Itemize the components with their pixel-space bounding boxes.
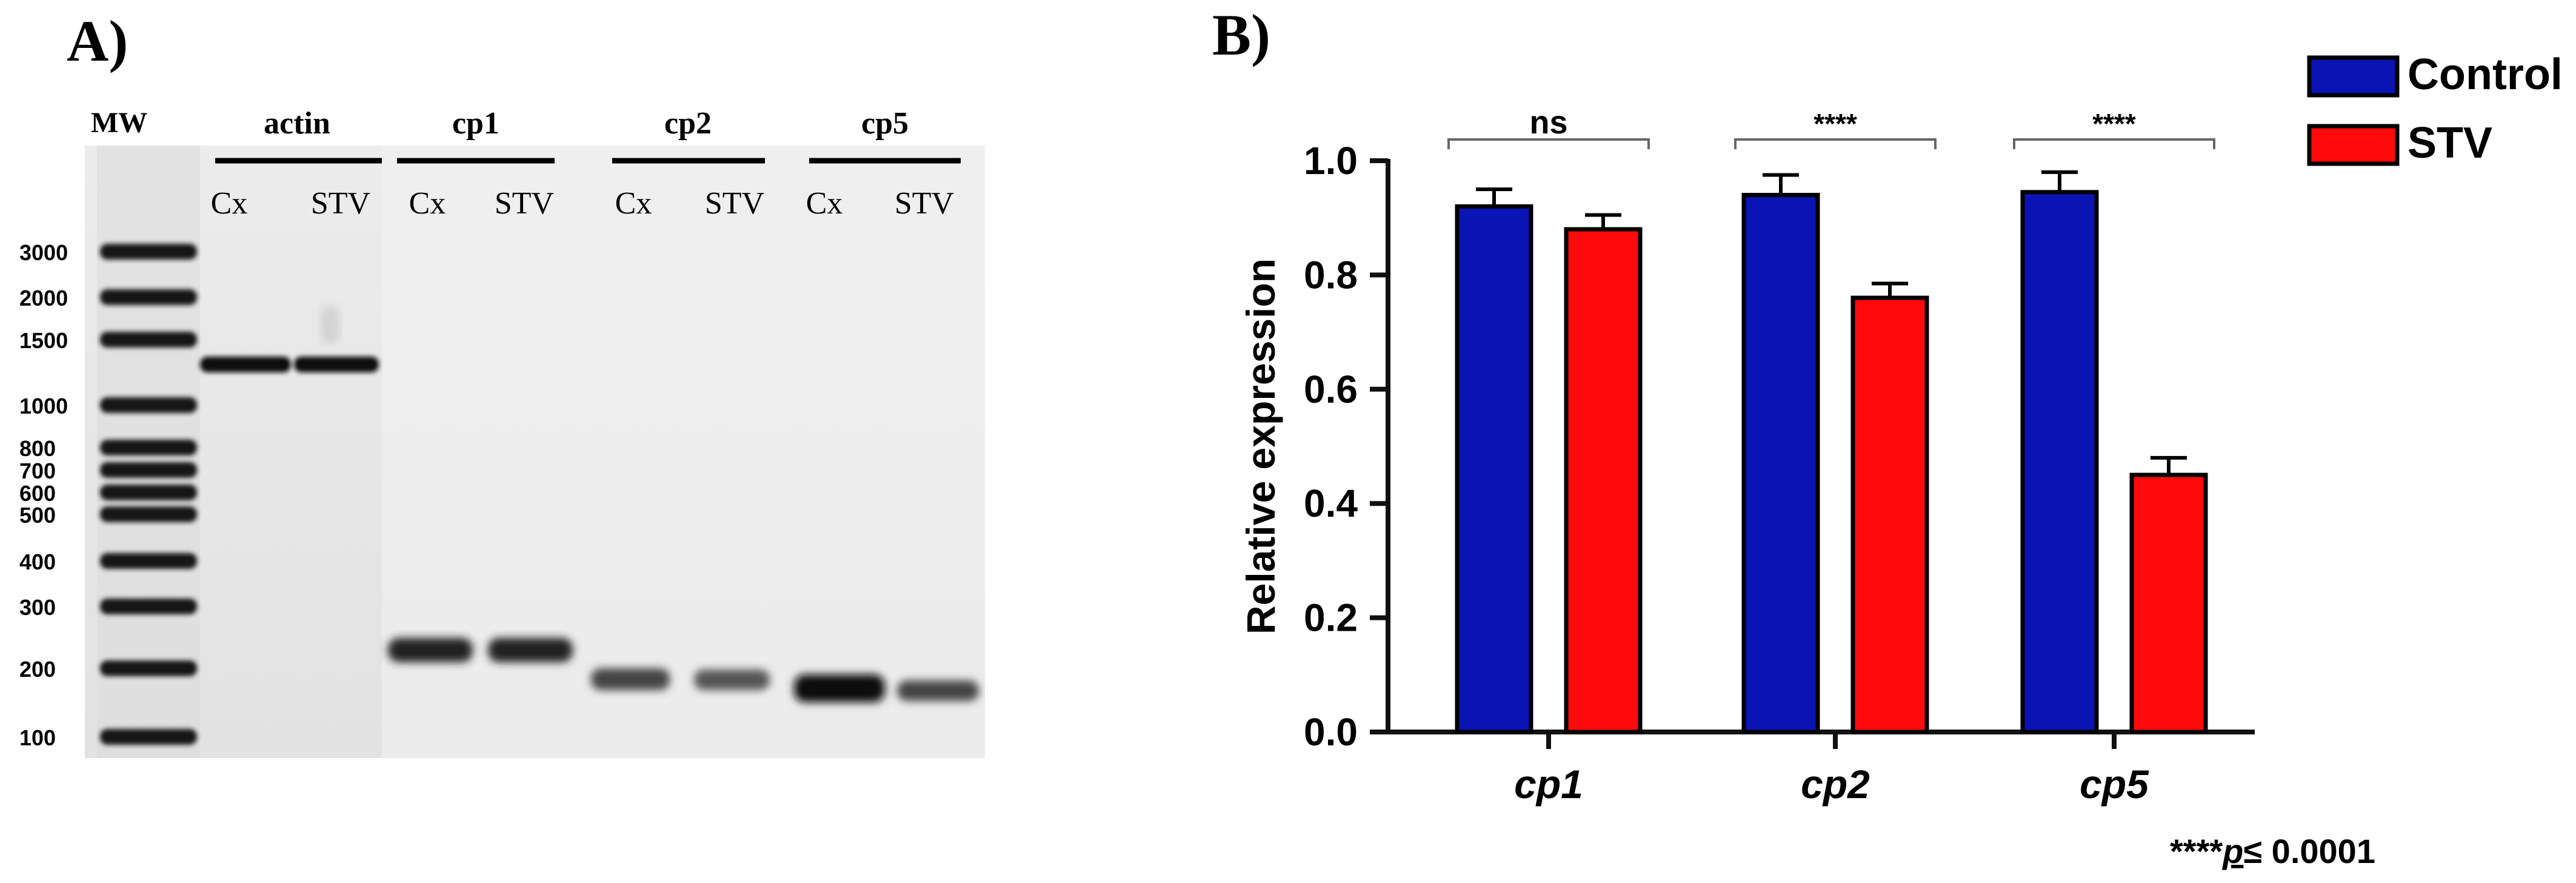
gel-band-cp2-stv [694,670,770,690]
panel-a-label: A) [67,8,128,73]
y-tick-label: 1.0 [1304,139,1358,183]
y-tick-label: 0.2 [1304,596,1358,640]
bar-control-cp1 [1455,204,1533,734]
gel-band-cp1-cx [388,638,473,662]
y-tick-label: 0.4 [1304,482,1358,525]
significance-bracket [2013,138,2215,149]
gel-smear-actin-stv [321,306,339,343]
legend-label-control: Control [2407,50,2563,99]
bar-control-cp2 [1741,193,1820,734]
mw-ladder-band [100,599,197,614]
significance-label: **** [2092,108,2136,139]
mw-marker-label: 600 [19,481,56,506]
gene-header-actin: actin [264,106,330,141]
mw-marker-label: 700 [19,458,56,483]
gel-bands [200,306,979,702]
mw-ladder-band [100,244,197,260]
lane-label: Cx [409,186,446,221]
mw-ladder-band [100,553,197,569]
mw-marker-label: 500 [19,503,56,528]
significance-label: **** [1814,108,1857,139]
mw-ladder-band [100,506,197,522]
mw-ladder-band [100,462,197,478]
legend-swatch-control [2307,55,2400,98]
mw-marker-label: 2000 [19,286,68,311]
gene-header-cp5: cp5 [861,106,909,141]
footnote-threshold: ≤ 0.0001 [2243,832,2375,870]
gene-header-cp1: cp1 [452,106,499,141]
significance-label: ns [1529,104,1567,141]
mw-marker-label: 100 [19,725,56,750]
gel-band-actin-cx [200,357,291,372]
significance-footnote: ****p≤ 0.0001 [2170,832,2375,870]
lane-label: STV [895,186,954,221]
significance-bracket [1447,138,1650,149]
legend-swatch-stv [2307,124,2400,166]
lane-label: Cx [211,186,248,221]
gel-band-cp5-cx [794,674,885,702]
bar-stv-cp2 [1850,295,1929,734]
significance-bracket [1734,138,1937,149]
bar-stv-cp5 [2129,472,2208,734]
mw-marker-label: 3000 [19,240,68,265]
y-tick-label: 0.0 [1304,710,1358,754]
mw-marker-label: 200 [19,657,56,682]
mw-marker-label: 1500 [19,328,68,353]
bar-control-cp5 [2020,190,2099,734]
mw-marker-label: 300 [19,595,56,620]
y-tick-label: 0.6 [1304,368,1358,411]
mw-ladder-band [100,440,197,455]
gel-band-cp5-stv [897,680,979,701]
gel-band-cp1-stv [488,638,573,662]
lane-label: Cx [615,186,652,221]
lane-label: STV [495,186,554,221]
gene-groups: actin Cx STV cp1 Cx STV cp2 Cx STV cp5 Cx STV [211,106,961,221]
gel-lighter-region [382,146,985,758]
mw-ladder-band [100,397,197,413]
legend-label-stv: STV [2407,119,2492,167]
x-tick-label-cp5: cp5 [2080,762,2149,807]
mw-ladder-band [100,485,197,500]
chart-legend: Control STV [2307,50,2563,167]
mw-ladder-band [100,289,197,305]
lane-label: STV [705,186,764,221]
y-tick-label: 0.8 [1304,253,1358,297]
y-axis-label: Relative expression [1238,258,1283,634]
bar-stv-cp1 [1564,227,1643,734]
lane-label: Cx [806,186,843,221]
x-tick-label-cp2: cp2 [1801,762,1870,807]
mw-ladder-band [100,729,197,745]
mw-label: MW [91,107,147,139]
mw-marker-label: 400 [19,549,56,574]
footnote-stars: **** [2170,832,2223,870]
gel-band-cp2-cx [591,668,670,690]
mw-ladder-band [100,332,197,347]
x-tick-label-cp1: cp1 [1514,762,1583,807]
lane-label: STV [311,186,370,221]
gene-header-cp2: cp2 [664,106,712,141]
mw-marker-label: 1000 [19,394,68,418]
gel-band-actin-stv [294,357,379,372]
panel-b-label: B) [1212,2,1270,67]
bar-chart: 0.0 0.2 0.4 0.6 0.8 1.0 Relative expression cp1… [1238,104,2255,807]
footnote-p: p [2221,832,2243,870]
mw-ladder-band [100,660,197,676]
mw-marker-label: 800 [19,436,56,461]
